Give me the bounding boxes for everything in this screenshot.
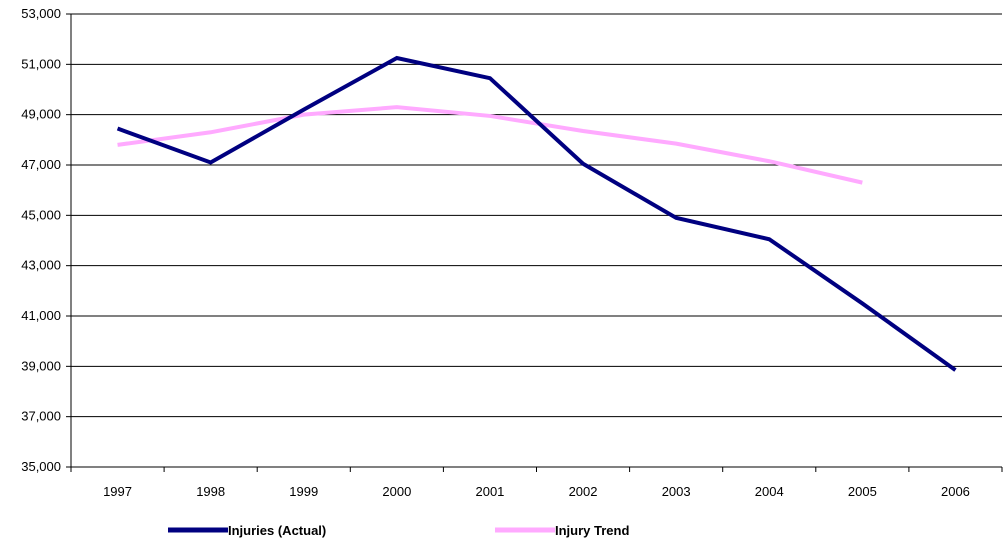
y-tick-label: 39,000 (21, 358, 61, 373)
y-tick-labels: 35,000 37,000 39,000 41,000 43,000 45,000 47,0… (21, 6, 61, 474)
y-tick-label: 43,000 (21, 258, 61, 273)
x-tick-label-2004: 2004 (755, 484, 784, 499)
legend-label: Injuries (Actual) (228, 523, 326, 538)
series-lines (116, 55, 957, 372)
x-tick-label-2000: 2000 (382, 484, 411, 499)
gridlines (71, 13, 1002, 418)
legend-label: Injury Trend (555, 523, 629, 538)
x-tick-label-2001: 2001 (475, 484, 504, 499)
y-tick-label: 47,000 (21, 157, 61, 172)
y-tick-label: 35,000 (21, 459, 61, 474)
x-tick-label-2002: 2002 (569, 484, 598, 499)
series-line-injuries-actual (116, 55, 957, 372)
y-tick-label: 41,000 (21, 308, 61, 323)
legend: Injuries (Actual) Injury Trend (168, 523, 629, 538)
x-tick-label-1998: 1998 (196, 484, 225, 499)
y-tick-label: 45,000 (21, 207, 61, 222)
x-tick-label-1999: 1999 (289, 484, 318, 499)
x-tick-label-2006: 2006 (941, 484, 970, 499)
x-tick-label-2005: 2005 (848, 484, 877, 499)
x-tick-label-2003: 2003 (662, 484, 691, 499)
y-tick-label: 53,000 (21, 6, 61, 21)
y-tick-label: 37,000 (21, 409, 61, 424)
axes (66, 13, 1003, 472)
x-tick-labels: 1997 1998 1999 2000 2001 2002 2003 2004 2005 2006 (103, 484, 970, 499)
y-tick-label: 49,000 (21, 107, 61, 122)
series-line-injury-trend (117, 105, 863, 185)
y-tick-label: 51,000 (21, 56, 61, 71)
x-tick-label-1997: 1997 (103, 484, 132, 499)
